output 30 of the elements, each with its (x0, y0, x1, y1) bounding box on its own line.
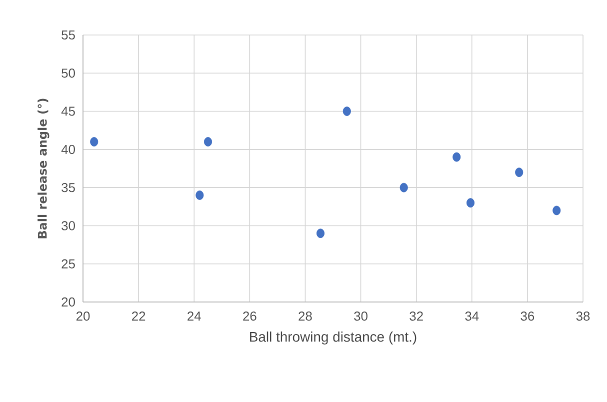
point (342, 106, 351, 116)
x-tick-label: 24 (188, 312, 201, 321)
point (400, 182, 408, 192)
point (204, 137, 212, 146)
x-tick-label: 30 (354, 312, 368, 321)
point (452, 152, 461, 162)
point (316, 228, 325, 238)
y-tick-label: 30 (62, 221, 75, 230)
y-tick-label: 50 (62, 68, 75, 78)
x-axis-title: Ball throwing distance (mt.) (250, 332, 416, 345)
y-tick-label: 20 (62, 297, 75, 307)
point (466, 198, 475, 208)
x-tick-label: 28 (298, 312, 312, 321)
x-tick-label: 34 (465, 312, 479, 321)
x-tick-label: 36 (520, 312, 534, 321)
x-tick-label: 20 (76, 312, 90, 321)
y-tick-label: 55 (62, 30, 75, 40)
y-tick-label: 45 (61, 106, 75, 116)
point (552, 206, 561, 216)
y-axis-title: Ball release angle (°) (38, 98, 50, 238)
x-tick-label: 32 (410, 312, 423, 321)
point (515, 168, 524, 178)
point (196, 190, 204, 200)
x-tick-label: 38 (576, 312, 590, 321)
y-tick-label: 35 (62, 182, 75, 192)
y-tick-label: 40 (61, 144, 75, 154)
x-tick-label: 26 (243, 312, 256, 321)
point (90, 137, 98, 146)
x-tick-label: 22 (132, 312, 146, 321)
y-tick-label: 25 (62, 259, 75, 268)
